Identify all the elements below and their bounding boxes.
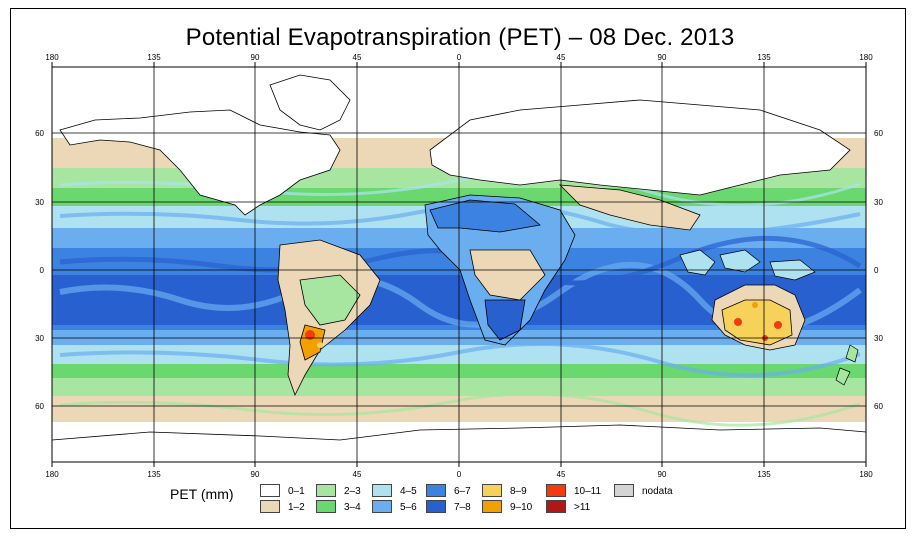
map-title: Potential Evapotranspiration (PET) – 08 … xyxy=(185,24,735,51)
legend-swatch xyxy=(426,484,446,497)
legend-title: PET (mm) xyxy=(170,486,234,502)
lon-tick-label: 90 xyxy=(658,470,667,479)
legend-item-label: 1–2 xyxy=(288,502,305,513)
legend-swatch xyxy=(482,500,502,513)
legend-swatch xyxy=(546,484,566,497)
legend-swatch xyxy=(372,484,392,497)
legend-item-label: 9–10 xyxy=(510,502,533,513)
lat-labels-left: 60 30 0 30 60 xyxy=(35,129,44,411)
lat-tick-label: 60 xyxy=(874,402,883,411)
legend-item-label: >11 xyxy=(574,502,591,513)
lon-tick-label: 0 xyxy=(457,53,462,62)
graticule xyxy=(52,67,866,462)
lon-tick-label: 135 xyxy=(757,470,771,479)
lon-tick-label: 135 xyxy=(147,53,161,62)
legend-item-label: 10–11 xyxy=(574,486,602,497)
lon-tick-label: 90 xyxy=(251,470,260,479)
lon-labels-bottom: 180 135 90 45 0 45 90 135 180 xyxy=(45,470,873,479)
legend-swatch xyxy=(260,484,280,497)
lon-tick-label: 135 xyxy=(757,53,771,62)
lon-tick-label: 180 xyxy=(859,470,873,479)
land-south-america xyxy=(277,239,381,397)
legend-item-label: 8–9 xyxy=(510,486,527,497)
lon-tick-label: 180 xyxy=(859,53,873,62)
lat-tick-label: 30 xyxy=(35,198,44,207)
legend-swatch xyxy=(482,484,502,497)
lon-tick-label: 45 xyxy=(353,53,362,62)
legend-swatch xyxy=(546,500,566,513)
lon-labels-top: 180 135 90 45 0 45 90 135 180 xyxy=(45,53,873,62)
lat-tick-label: 60 xyxy=(35,129,44,138)
legend-item-label: nodata xyxy=(642,486,673,497)
legend-swatch xyxy=(614,484,634,497)
legend-item-label: 3–4 xyxy=(344,502,361,513)
legend-item-label: 7–8 xyxy=(454,502,471,513)
land-north xyxy=(59,74,851,231)
land-maritime-asia xyxy=(679,249,816,281)
lat-tick-label: 30 xyxy=(35,334,44,343)
lon-tick-label: 45 xyxy=(353,470,362,479)
lat-tick-label: 60 xyxy=(874,129,883,138)
tick-marks xyxy=(51,62,867,467)
legend-swatch xyxy=(316,500,336,513)
lat-tick-label: 0 xyxy=(40,266,45,275)
legend-item-label: 6–7 xyxy=(454,486,471,497)
lon-tick-label: 0 xyxy=(457,470,462,479)
legend-item-label: 5–6 xyxy=(400,502,417,513)
figure-frame xyxy=(10,8,906,529)
lon-tick-label: 45 xyxy=(557,53,566,62)
legend-swatch xyxy=(372,500,392,513)
legend-item-label: 2–3 xyxy=(344,486,361,497)
lon-tick-label: 45 xyxy=(557,470,566,479)
lat-tick-label: 30 xyxy=(874,198,883,207)
lat-tick-label: 30 xyxy=(874,334,883,343)
land-australia xyxy=(711,284,806,351)
legend-swatch xyxy=(316,484,336,497)
legend-swatch xyxy=(260,500,280,513)
lat-labels-right: 60 30 0 30 60 xyxy=(874,129,883,411)
lon-tick-label: 180 xyxy=(45,53,59,62)
legend-swatch xyxy=(426,500,446,513)
legend-item-label: 0–1 xyxy=(288,486,305,497)
lat-tick-label: 60 xyxy=(35,402,44,411)
lon-tick-label: 90 xyxy=(251,53,260,62)
land-new-zealand xyxy=(835,344,859,386)
legend-item-label: 4–5 xyxy=(400,486,417,497)
lon-tick-label: 90 xyxy=(658,53,667,62)
lon-tick-label: 135 xyxy=(147,470,161,479)
lon-tick-label: 180 xyxy=(45,470,59,479)
lat-tick-label: 0 xyxy=(874,266,879,275)
